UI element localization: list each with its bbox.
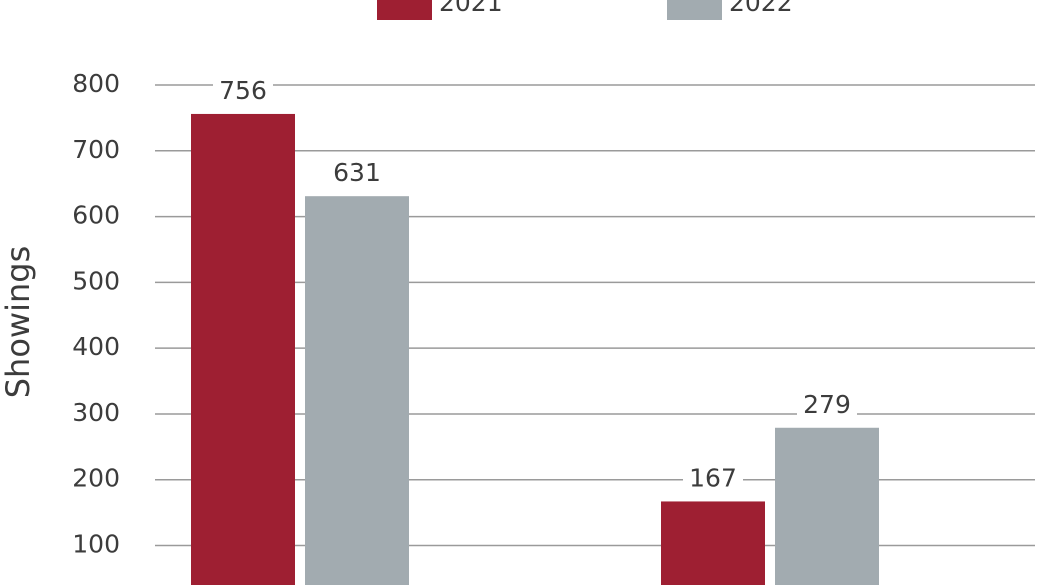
value-label: 167: [689, 463, 737, 492]
y-tick-label: 800: [72, 69, 120, 98]
y-tick-label: 100: [72, 530, 120, 559]
bar: [191, 113, 295, 585]
legend-swatch: [377, 0, 432, 20]
y-tick-label: 400: [72, 332, 120, 361]
y-tick-label: 300: [72, 398, 120, 427]
y-tick-label: 700: [72, 135, 120, 164]
value-label-bg: [213, 75, 273, 106]
y-axis-label: Showings: [0, 246, 37, 399]
value-label-bg: [683, 463, 743, 494]
bar: [305, 196, 409, 585]
legend-label: 2022: [729, 0, 793, 17]
legend-swatch: [667, 0, 722, 20]
value-label: 756: [219, 76, 267, 105]
bar: [775, 427, 879, 585]
value-label-bg: [327, 158, 387, 189]
value-label: 631: [333, 158, 381, 187]
bar: [661, 501, 765, 585]
y-tick-label: 500: [72, 266, 120, 295]
value-label: 279: [803, 390, 851, 419]
legend-label: 2021: [439, 0, 503, 17]
y-tick-label: 600: [72, 201, 120, 230]
value-label-bg: [797, 389, 857, 420]
y-tick-label: 200: [72, 464, 120, 493]
